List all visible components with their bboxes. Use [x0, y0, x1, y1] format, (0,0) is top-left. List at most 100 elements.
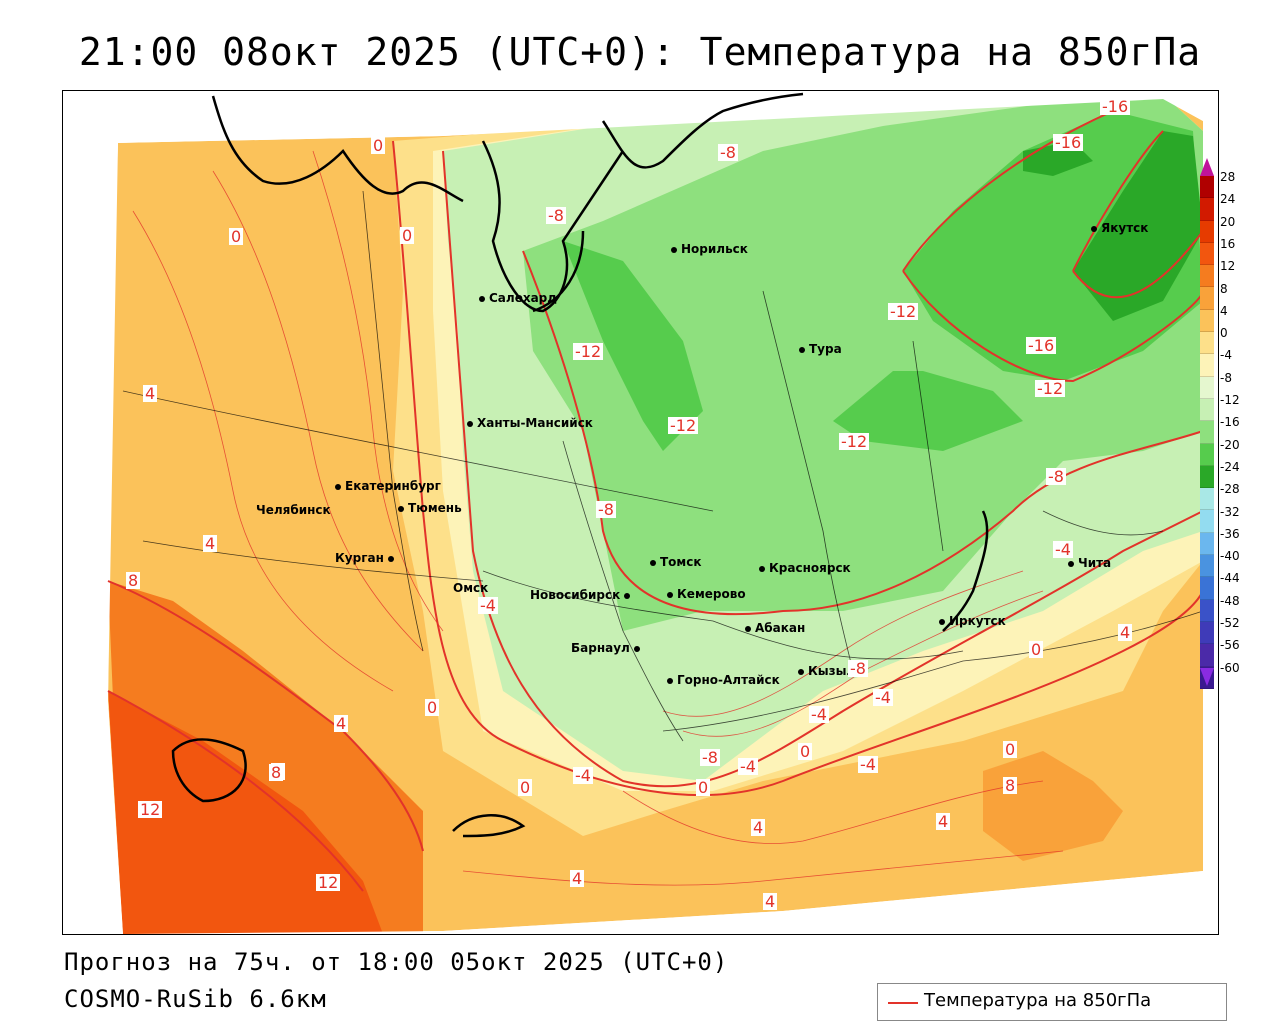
contour-label: -4 — [478, 596, 498, 615]
model-name: COSMO-RuSib 6.6км — [64, 985, 327, 1013]
city-marker-icon — [799, 346, 805, 353]
city-abakan: Абакан — [745, 621, 805, 635]
contour-label: 4 — [143, 384, 158, 403]
city-marker-icon — [667, 591, 673, 598]
contour-label: -12 — [888, 302, 919, 321]
contour-label: 0 — [1029, 640, 1044, 659]
contour-label: 8 — [269, 763, 284, 782]
forecast-info: Прогноз на 75ч. от 18:00 05окт 2025 (UTC… — [64, 948, 729, 976]
scale-swatch — [1200, 644, 1214, 667]
contour-label: 4 — [203, 534, 218, 553]
contour-label: -8 — [848, 659, 868, 678]
scale-tick-label: 24 — [1220, 192, 1236, 207]
city-marker-icon — [398, 505, 404, 512]
contour-label: -16 — [1026, 336, 1057, 355]
city-marker-icon — [671, 246, 677, 253]
scale-tick-label: 0 — [1220, 326, 1228, 341]
scale-tick-label: -20 — [1220, 437, 1240, 452]
map-title: 21:00 08окт 2025 (UTC+0): Температура на… — [78, 30, 1202, 74]
city-tomsk: Томск — [650, 555, 702, 569]
city-novosibirsk: Новосибирск — [530, 588, 634, 602]
contour-label: 0 — [425, 698, 440, 717]
city-salekhard: Салехард — [479, 291, 557, 305]
contour-label: -8 — [546, 206, 566, 225]
scale-tick-label: 12 — [1220, 259, 1236, 274]
scale-arrow-up-icon — [1200, 158, 1214, 176]
scale-tick-label: 8 — [1220, 281, 1228, 296]
city-barnaul: Барнаул — [571, 641, 644, 655]
city-marker-icon — [745, 625, 751, 632]
city-yakutsk: Якутск — [1091, 221, 1148, 235]
scale-tick-label: 20 — [1220, 214, 1236, 229]
scale-tick-label: -40 — [1220, 549, 1240, 564]
scale-swatch — [1200, 421, 1214, 444]
scale-swatch — [1200, 354, 1214, 377]
city-marker-icon — [335, 483, 341, 490]
city-khanty-mansiysk: Ханты-Мансийск — [467, 416, 593, 430]
scale-tick-label: -24 — [1220, 459, 1240, 474]
map-frame[interactable]: Норильск Салехард Тура Якутск Ханты-Манс… — [62, 90, 1219, 935]
city-krasnoyarsk: Красноярск — [759, 561, 851, 575]
scale-swatch — [1200, 220, 1214, 243]
city-marker-icon — [387, 555, 394, 562]
contour-label: -12 — [839, 432, 870, 451]
scale-tick-label: 4 — [1220, 303, 1228, 318]
city-tura: Тура — [799, 342, 842, 356]
scale-swatch — [1200, 398, 1214, 422]
scale-swatch — [1200, 555, 1214, 578]
city-marker-icon — [1068, 560, 1074, 567]
city-kyzyl: Кызыл — [798, 664, 855, 678]
contour-label: -8 — [596, 500, 616, 519]
contour-label: 8 — [1003, 776, 1018, 795]
city-marker-icon — [479, 295, 485, 302]
contour-label: -8 — [700, 748, 720, 767]
scale-tick-label: -28 — [1220, 482, 1240, 497]
scale-swatch — [1200, 332, 1214, 355]
contour-label: 0 — [518, 778, 533, 797]
scale-swatch — [1200, 242, 1214, 266]
city-kemerovo: Кемерово — [667, 587, 746, 601]
scale-swatch — [1200, 532, 1214, 556]
contour-label: -4 — [1053, 540, 1073, 559]
contour-label: -16 — [1053, 133, 1084, 152]
contour-label: -4 — [809, 705, 829, 724]
legend-line-swatch — [888, 1002, 918, 1004]
scale-swatch — [1200, 265, 1214, 288]
scale-tick-label: 28 — [1220, 170, 1236, 184]
contour-label: -12 — [668, 416, 699, 435]
scale-swatch — [1200, 198, 1214, 221]
contour-label: 0 — [229, 227, 244, 246]
scale-tick-label: -36 — [1220, 526, 1240, 541]
scale-swatch — [1200, 376, 1214, 399]
contour-label: -4 — [738, 757, 758, 776]
contour-label: 4 — [936, 812, 951, 831]
scale-swatch — [1200, 599, 1214, 622]
contour-label: -12 — [573, 342, 604, 361]
color-scale-bar — [1200, 176, 1214, 689]
contour-label: -8 — [1046, 467, 1066, 486]
scale-swatch — [1200, 443, 1214, 466]
contour-label: 4 — [763, 892, 778, 911]
scale-swatch — [1200, 510, 1214, 533]
scale-tick-label: -16 — [1220, 415, 1240, 430]
city-marker-icon — [759, 565, 765, 572]
contour-label: 0 — [371, 136, 386, 155]
scale-tick-label: -8 — [1220, 370, 1232, 385]
city-chelyabinsk: Челябинск — [256, 503, 331, 517]
contour-label: -4 — [873, 688, 893, 707]
city-marker-icon — [939, 618, 945, 625]
scale-swatch — [1200, 176, 1214, 199]
city-chita: Чита — [1068, 556, 1111, 570]
color-scale: 28 24 20 16 12 8 4 0 -4 -8 -12 -16 -20 -24 -28 -32 -36 -4… — [1200, 158, 1280, 689]
scale-tick-label: -32 — [1220, 504, 1240, 519]
contour-label: 4 — [334, 714, 349, 733]
city-omsk: Омск — [453, 581, 489, 595]
city-irkutsk: Иркутск — [939, 614, 1006, 628]
city-marker-icon — [467, 420, 473, 427]
city-marker-icon — [633, 645, 640, 652]
contour-label: 4 — [751, 818, 766, 837]
city-tyumen: Тюмень — [398, 501, 462, 515]
scale-tick-label: 16 — [1220, 236, 1236, 251]
scale-swatch — [1200, 577, 1214, 600]
city-marker-icon — [798, 668, 804, 675]
